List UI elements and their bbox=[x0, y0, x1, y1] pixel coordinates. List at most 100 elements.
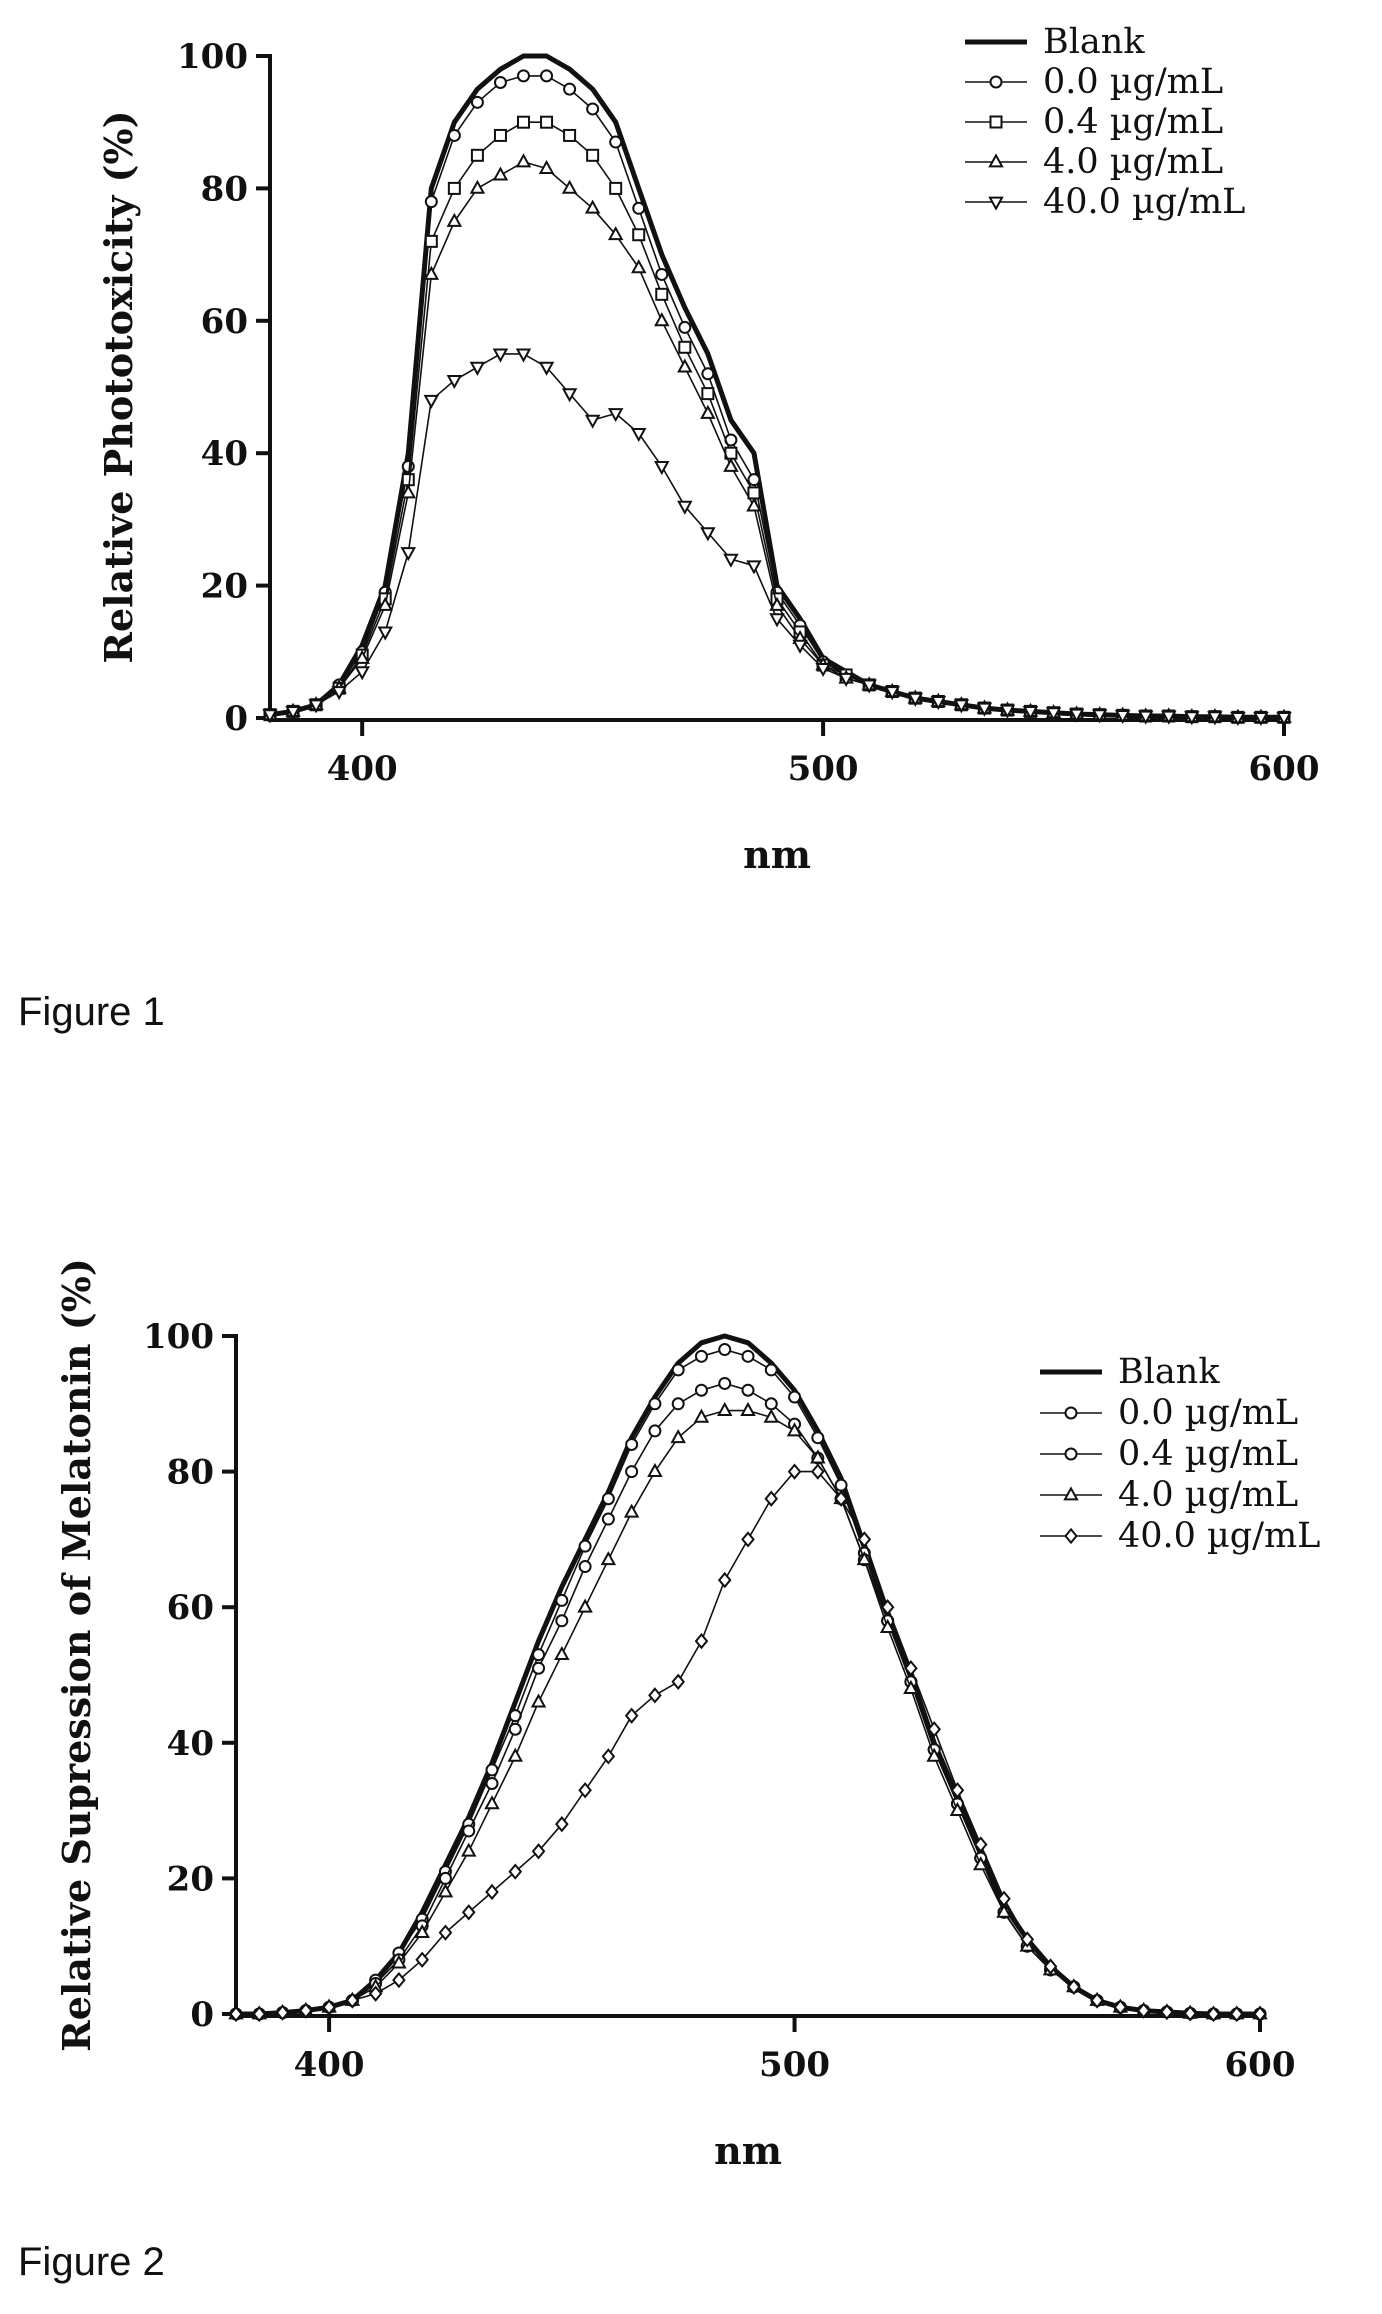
chart2-data-point-40-0-ug-ml bbox=[485, 1883, 499, 1901]
chart2-series-4-0-ug-ml bbox=[228, 1401, 1268, 2020]
chart2-data-point-40-0-ug-ml bbox=[741, 1531, 755, 1548]
chart2-data-point-0-0-ug-ml bbox=[648, 1397, 662, 1411]
chart1-y-tick-label: 0 bbox=[224, 699, 248, 739]
chart2-data-point-40-0-ug-ml bbox=[1020, 1931, 1035, 1948]
chart2-y-axis-title: Relative Supression of Melatonin (%) bbox=[54, 1258, 99, 2052]
chart1-legend-label-40-0-ug-ml: 40.0 µg/mL bbox=[1043, 182, 1245, 222]
chart1-data-point-0-0-ug-ml bbox=[424, 195, 438, 209]
chart1-data-point-4-0-ug-ml bbox=[469, 179, 486, 194]
chart1-data-point-0-4-ug-ml bbox=[747, 486, 761, 500]
chart1-data-point-40-0-ug-ml bbox=[1068, 708, 1085, 723]
chart1-data-point-0-0-ug-ml bbox=[447, 128, 461, 142]
chart2-data-point-4-0-ug-ml bbox=[763, 1408, 780, 1423]
chart1-series-40-0-ug-ml bbox=[262, 348, 1292, 727]
chart1-data-point-0-4-ug-ml bbox=[401, 473, 415, 487]
chart1-data-point-40-0-ug-ml bbox=[815, 662, 831, 678]
chart1-data-point-40-0-ug-ml bbox=[746, 560, 762, 575]
chart1-data-point-40-0-ug-ml bbox=[1161, 710, 1177, 725]
chart1-data-point-0-0-ug-ml bbox=[747, 473, 761, 487]
chart1-data-point-0-4-ug-ml bbox=[586, 148, 600, 162]
chart2-legend-marker-40-0-ug-ml bbox=[1064, 1527, 1078, 1545]
chart1-data-point-0-0-ug-ml bbox=[586, 102, 600, 116]
chart2-data-point-0-4-ug-ml bbox=[578, 1560, 592, 1574]
chart2-series-line-0-4-ug-ml bbox=[236, 1382, 1260, 2015]
chart2-data-point-40-0-ug-ml bbox=[973, 1836, 988, 1853]
chart1-data-point-0-0-ug-ml bbox=[563, 82, 577, 96]
chart2-series-blank bbox=[236, 1333, 1260, 2017]
chart1-data-point-40-0-ug-ml bbox=[492, 348, 509, 363]
chart2-data-point-40-0-ug-ml bbox=[1043, 1958, 1058, 1975]
chart1-x-tick-label: 500 bbox=[788, 749, 859, 789]
chart2-series-line-0-0-ug-ml bbox=[236, 1348, 1260, 2015]
chart2-data-point-4-0-ug-ml bbox=[577, 1598, 593, 1613]
chart1-series-line-4-0-ug-ml bbox=[269, 161, 1284, 719]
chart2-data-point-40-0-ug-ml bbox=[624, 1707, 639, 1724]
chart2-data-point-40-0-ug-ml bbox=[531, 1843, 546, 1860]
chart2-data-point-0-0-ug-ml bbox=[671, 1363, 685, 1377]
chart1-legend-marker-4-0-ug-ml bbox=[988, 153, 1004, 168]
chart2-data-point-40-0-ug-ml bbox=[787, 1463, 802, 1480]
chart2-data-point-4-0-ug-ml bbox=[949, 1801, 966, 1816]
chart1-y-tick-label: 40 bbox=[201, 434, 248, 474]
chart2-data-point-40-0-ug-ml bbox=[1206, 2005, 1221, 2023]
chart1-data-point-40-0-ug-ml bbox=[1022, 705, 1039, 721]
chart1-data-point-4-0-ug-ml bbox=[400, 484, 417, 499]
chart1-data-point-40-0-ug-ml bbox=[953, 699, 970, 714]
chart2-data-point-4-0-ug-ml bbox=[879, 1618, 896, 1633]
chart2-data-point-40-0-ug-ml bbox=[811, 1463, 825, 1480]
chart2-data-point-0-0-ug-ml bbox=[555, 1593, 569, 1607]
chart1-data-point-0-0-ug-ml bbox=[540, 69, 554, 83]
chart2-data-point-0-4-ug-ml bbox=[601, 1512, 615, 1526]
chart1-data-point-4-0-ug-ml bbox=[354, 649, 370, 664]
chart2-y-tick-label: 100 bbox=[143, 1317, 214, 1357]
chart2-data-point-40-0-ug-ml bbox=[671, 1673, 685, 1690]
chart2-data-point-0-4-ug-ml bbox=[694, 1383, 708, 1397]
chart1-data-point-40-0-ug-ml bbox=[630, 427, 647, 443]
figure-1: 0 20 40 60 80 100 400 500 600 nm Relative Phototox… bbox=[0, 0, 1382, 1080]
chart1-data-point-40-0-ug-ml bbox=[700, 527, 716, 542]
chart1-data-point-40-0-ug-ml bbox=[1184, 711, 1200, 726]
chart1-data-point-0-4-ug-ml bbox=[678, 340, 692, 354]
chart2-data-point-40-0-ug-ml bbox=[601, 1748, 616, 1765]
chart2-data-point-0-4-ug-ml bbox=[485, 1776, 499, 1790]
chart2-y-tick-label: 80 bbox=[167, 1453, 214, 1493]
chart1-series-4-0-ug-ml bbox=[262, 153, 1292, 723]
chart2-data-point-0-0-ug-ml bbox=[718, 1343, 732, 1357]
chart2-data-point-40-0-ug-ml bbox=[392, 1971, 406, 1989]
figure-2-caption: Figure 2 bbox=[18, 2240, 165, 2284]
chart1-data-point-40-0-ug-ml bbox=[769, 613, 785, 628]
chart2-legend-label-blank: Blank bbox=[1118, 1352, 1220, 1392]
chart1-data-point-0-0-ug-ml bbox=[517, 69, 530, 83]
chart-relative-phototoxicity: 0 20 40 60 80 100 400 500 600 nm Relative Phototox… bbox=[96, 22, 1319, 877]
chart2-data-point-40-0-ug-ml bbox=[997, 1890, 1011, 1907]
chart2-data-point-0-0-ug-ml bbox=[532, 1648, 546, 1662]
chart2-data-point-40-0-ug-ml bbox=[1090, 1992, 1104, 2009]
chart2-data-point-40-0-ug-ml bbox=[415, 1951, 429, 1968]
chart2-data-point-4-0-ug-ml bbox=[740, 1401, 756, 1416]
chart2-data-point-0-4-ug-ml bbox=[741, 1383, 755, 1397]
chart2-data-point-40-0-ug-ml bbox=[1183, 2005, 1197, 2022]
chart2-data-point-4-0-ug-ml bbox=[693, 1408, 710, 1423]
chart1-data-point-40-0-ug-ml bbox=[285, 705, 301, 721]
chart2-data-point-40-0-ug-ml bbox=[555, 1815, 569, 1833]
chart2-data-point-0-0-ug-ml bbox=[788, 1390, 802, 1404]
chart2-data-point-0-0-ug-ml bbox=[811, 1431, 825, 1445]
chart2-data-point-4-0-ug-ml bbox=[484, 1795, 500, 1810]
chart2-data-point-4-0-ug-ml bbox=[623, 1503, 640, 1518]
chart1-data-point-4-0-ug-ml bbox=[446, 212, 463, 227]
figure-2: 0 20 40 60 80 100 400 500 600 nm Relative Supressi… bbox=[0, 1140, 1382, 2314]
chart2-y-tick-label: 60 bbox=[167, 1588, 214, 1628]
chart1-legend-marker-0-0-ug-ml bbox=[989, 75, 1003, 89]
chart-relative-suppression-of-melatonin: 0 20 40 60 80 100 400 500 600 nm Relative Supressi… bbox=[54, 1258, 1320, 2173]
chart1-legend-label-0-0-ug-ml: 0.0 µg/mL bbox=[1043, 62, 1223, 102]
chart2-data-point-40-0-ug-ml bbox=[648, 1687, 662, 1704]
chart1-data-point-40-0-ug-ml bbox=[331, 686, 347, 701]
chart2-series-0-0-ug-ml bbox=[229, 1343, 1267, 2021]
chart2-data-point-0-4-ug-ml bbox=[718, 1376, 732, 1390]
chart1-legend-label-0-4-ug-ml: 0.4 µg/mL bbox=[1043, 102, 1223, 142]
chart2-x-tick-label: 400 bbox=[294, 2045, 365, 2085]
chart2-data-point-40-0-ug-ml bbox=[717, 1571, 732, 1589]
chart1-data-point-4-0-ug-ml bbox=[538, 159, 555, 174]
